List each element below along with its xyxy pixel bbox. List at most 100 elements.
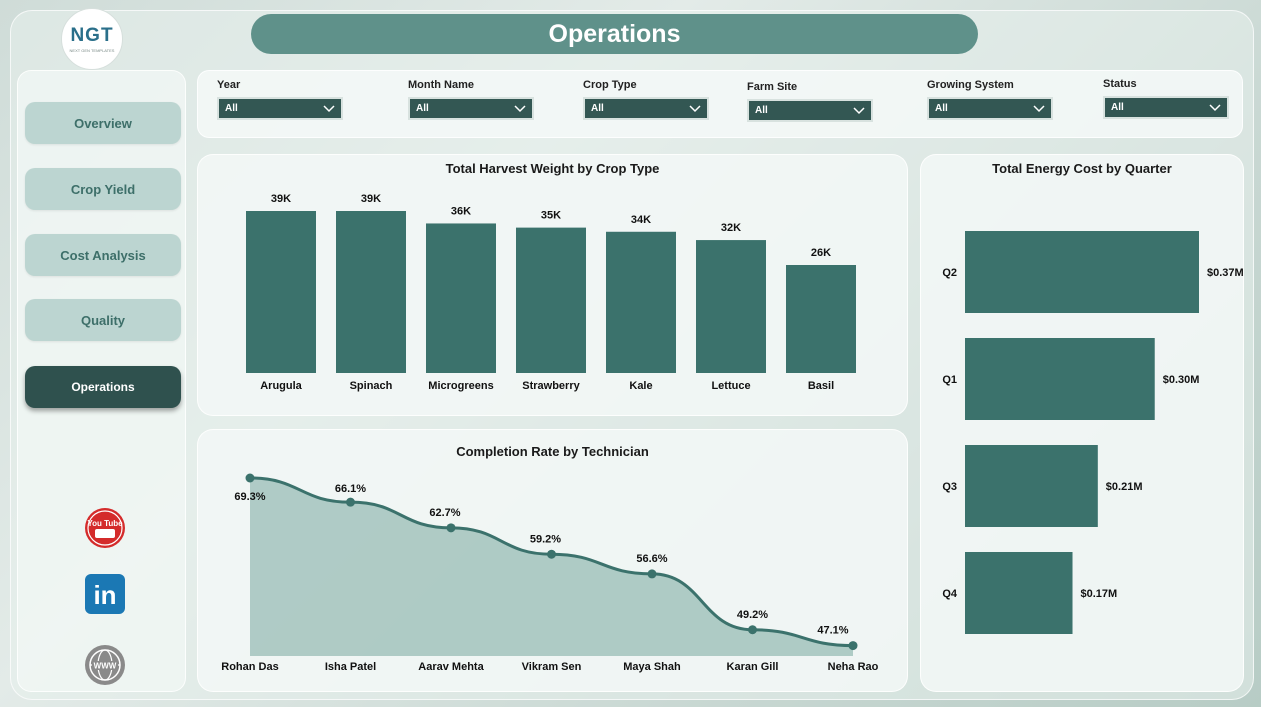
filter-status: Status All [1103,78,1229,119]
completion-area [250,478,853,656]
completion-point [245,473,255,483]
filter-farm-site-label: Farm Site [747,81,798,93]
filter-year: Year All [217,79,343,120]
chevron-down-icon [514,104,526,112]
harvest-category-label: Strawberry [522,380,580,392]
harvest-category-label: Lettuce [711,380,750,392]
harvest-data-label: 36K [451,205,471,217]
chevron-down-icon [689,104,701,112]
harvest-bar [786,265,856,373]
linkedin-icon[interactable]: in [84,573,126,615]
filter-growing-system-dropdown[interactable]: All [927,97,1053,120]
nav-quality-button[interactable]: Quality [25,299,181,341]
completion-category-label: Aarav Mehta [418,661,484,673]
completion-data-label: 66.1% [335,483,366,495]
chevron-down-icon [323,104,335,112]
completion-point [346,497,355,507]
completion-data-label: 69.3% [234,491,265,503]
filter-farm-site: Farm Site All [747,81,873,122]
page-title: Operations [548,19,681,48]
page-title-bar: Operations [251,14,978,54]
harvest-category-label: Arugula [260,380,302,392]
filter-crop-type-label: Crop Type [583,79,637,91]
nav-overview-button[interactable]: Overview [25,102,181,144]
energy-bar [965,552,1073,634]
filter-year-label: Year [217,79,241,91]
filter-growing-system-value: All [935,103,948,114]
energy-data-label: $0.17M [1081,588,1118,600]
harvest-chart: 39K Arugula 39K Spinach 36K Microgreens 35K Str… [246,193,856,392]
completion-point [848,641,858,651]
energy-category-label: Q2 [942,267,957,279]
energy-category-label: Q1 [942,374,957,386]
completion-data-label: 49.2% [737,609,768,621]
completion-chart: 69.3% Rohan Das 66.1% Isha Patel 62.7% Aarav … [221,473,879,673]
energy-chart-card: Total Energy Cost by Quarter Q2 $0.37M Q1 $… [920,154,1244,692]
completion-chart-title: Completion Rate by Technician [456,444,649,459]
youtube-icon[interactable]: You Tube [84,507,126,549]
filter-crop-type: Crop Type All [583,79,709,120]
energy-bar [965,338,1155,420]
nav-operations-button[interactable]: Operations [25,366,181,408]
completion-chart-card: Completion Rate by Technician 69.3% Rohan… [197,429,908,692]
filter-month-value: All [416,103,429,114]
nav-cost-analysis-button[interactable]: Cost Analysis [25,234,181,276]
completion-category-label: Karan Gill [727,661,779,673]
harvest-data-label: 39K [271,193,291,205]
filter-crop-type-value: All [591,103,604,114]
completion-category-label: Neha Rao [828,661,879,673]
completion-data-label: 62.7% [429,507,460,519]
completion-point [446,523,456,533]
energy-bar [965,445,1098,527]
sidebar: Overview Crop Yield Cost Analysis Qualit… [17,70,186,692]
filter-growing-system-label: Growing System [927,79,1014,91]
energy-chart-title: Total Energy Cost by Quarter [992,161,1172,176]
linkedin-logo-text: in [93,580,116,610]
harvest-bar [606,231,676,373]
completion-category-label: Vikram Sen [522,661,582,673]
filter-month-label: Month Name [408,79,474,91]
filter-farm-site-dropdown[interactable]: All [747,99,873,122]
energy-bar [965,231,1199,313]
energy-data-label: $0.21M [1106,481,1143,493]
harvest-bar [246,211,316,373]
harvest-category-label: Microgreens [428,380,493,392]
harvest-bar [696,240,766,373]
harvest-data-label: 39K [361,193,381,205]
website-icon[interactable]: WWW [84,644,126,686]
completion-category-label: Rohan Das [221,661,278,673]
filter-month-dropdown[interactable]: All [408,97,534,120]
harvest-bar [516,227,586,373]
completion-data-label: 59.2% [530,533,561,545]
completion-category-label: Isha Patel [325,661,376,673]
harvest-chart-card: Total Harvest Weight by Crop Type 39K Aru… [197,154,908,416]
harvest-data-label: 35K [541,210,561,222]
completion-data-label: 47.1% [817,625,848,637]
energy-data-label: $0.37M [1207,267,1244,279]
filter-year-dropdown[interactable]: All [217,97,343,120]
completion-point [748,625,757,635]
filter-status-dropdown[interactable]: All [1103,96,1229,119]
filter-status-label: Status [1103,78,1137,90]
logo-text: NGT [70,25,114,46]
filter-farm-site-value: All [755,105,768,116]
completion-data-label: 56.6% [636,553,667,565]
website-logo-text: WWW [94,662,117,671]
chevron-down-icon [1209,103,1221,111]
logo-subtitle: NEXT GEN TEMPLATES [69,48,115,53]
youtube-logo-text: You Tube [87,519,123,528]
filter-crop-type-dropdown[interactable]: All [583,97,709,120]
harvest-bar [426,223,496,373]
nav-crop-yield-button[interactable]: Crop Yield [25,168,181,210]
harvest-data-label: 26K [811,247,831,259]
filter-month: Month Name All [408,79,534,120]
filter-year-value: All [225,103,238,114]
filter-bar: Year All Month Name All Crop Type All Fa… [197,70,1243,138]
chevron-down-icon [1033,104,1045,112]
completion-category-label: Maya Shah [623,661,681,673]
energy-category-label: Q3 [942,481,957,493]
ngt-logo: NGT NEXT GEN TEMPLATES [61,8,123,70]
harvest-data-label: 32K [721,222,741,234]
completion-point [647,569,657,579]
harvest-bar [336,211,406,373]
